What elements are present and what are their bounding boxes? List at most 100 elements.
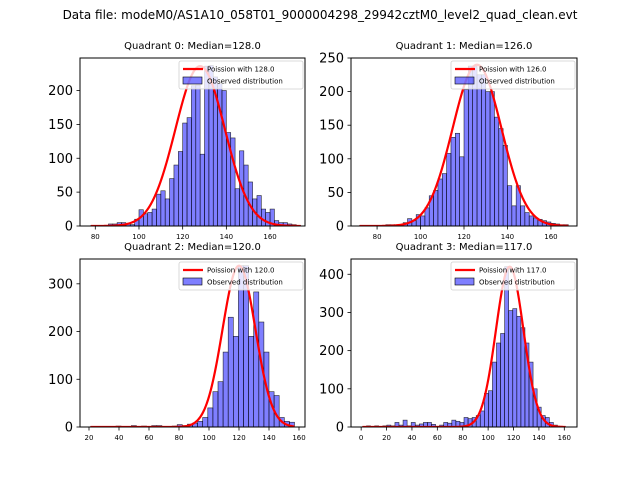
histogram-bar	[178, 151, 183, 226]
x-tick-label: 60	[145, 434, 154, 442]
histogram-bar	[433, 190, 439, 226]
histogram-bar	[212, 391, 219, 427]
histogram-bar	[204, 65, 210, 226]
x-tick-label: 120	[232, 434, 245, 442]
histogram-bar	[143, 213, 149, 226]
legend-label-poisson: Poission with 117.0	[479, 267, 547, 275]
histogram-bar	[424, 207, 430, 226]
legend: Poission with 126.0 Observed distribution	[450, 60, 576, 90]
subplot-title: Quadrant 1: Median=126.0	[396, 41, 533, 52]
histogram-bar	[524, 212, 530, 226]
histogram-bar	[420, 215, 426, 226]
histogram-bar	[528, 215, 534, 226]
y-tick-label: 400	[319, 268, 344, 283]
legend-bar-swatch	[182, 76, 203, 85]
axes-frame	[79, 57, 306, 227]
y-tick-label: 50	[327, 186, 344, 201]
histogram-bar	[227, 316, 234, 427]
subplot-quadrant-1: 0 50 100 150 200 250 80 100 120 140 160 Quadrant 1:…	[319, 41, 578, 241]
y-tick-label: 100	[48, 152, 73, 167]
y-tick-label: 200	[319, 344, 344, 359]
histogram-bar	[217, 381, 224, 427]
histogram-bar	[234, 188, 240, 226]
histogram-bar	[494, 116, 500, 226]
x-tick-label: 100	[132, 233, 145, 241]
histogram-bar	[202, 417, 209, 427]
histogram-bar	[479, 410, 485, 427]
subplot-title: Quadrant 2: Median=120.0	[124, 242, 261, 253]
histogram-bar	[463, 89, 469, 226]
histogram-bar	[191, 85, 197, 226]
plot-area	[362, 265, 566, 427]
x-tick-label: 120	[176, 233, 189, 241]
axes-frame	[79, 258, 306, 428]
subplot-quadrant-2: 0 100 200 300 20 40 60 80 100 120 140 160 Quadrant 2…	[48, 242, 306, 442]
y-tick-label: 50	[56, 186, 73, 201]
subplot-quadrant-0: 0 50 100 150 200 80 100 120 140 160 Quadrant 0: Me…	[48, 41, 306, 241]
x-tick-label: 80	[458, 434, 467, 442]
histogram-bar	[182, 122, 188, 226]
histogram-bar	[156, 193, 162, 226]
histogram-bar	[508, 310, 514, 427]
histogram-bar	[173, 164, 179, 226]
legend-label-observed: Observed distribution	[207, 279, 283, 287]
legend-label-poisson: Poission with 128.0	[207, 66, 275, 74]
histogram-bar	[485, 91, 491, 226]
histogram-bar	[394, 422, 400, 427]
x-tick-label: 100	[414, 233, 427, 241]
histogram-bar	[500, 333, 505, 427]
histogram-bar	[261, 208, 266, 226]
histogram-bar	[504, 266, 509, 427]
legend: Poission with 128.0 Observed distribution	[178, 60, 304, 90]
histogram-bar	[164, 198, 170, 226]
histogram-bar	[207, 407, 214, 427]
y-tick-label: 200	[48, 84, 73, 99]
x-tick-label: 120	[457, 233, 470, 241]
subplot-title: Quadrant 3: Median=117.0	[396, 242, 533, 253]
legend-bar-swatch	[454, 277, 475, 286]
histogram-bar	[492, 361, 497, 427]
histogram-bars	[359, 65, 569, 226]
subplot-title: Quadrant 0: Median=128.0	[124, 41, 261, 52]
y-tick-label: 0	[65, 421, 73, 436]
histogram-bar	[507, 185, 513, 226]
x-tick-label: 140	[220, 233, 233, 241]
histogram-bar	[208, 65, 214, 226]
histogram-bar	[186, 117, 192, 226]
x-tick-label: 60	[433, 434, 442, 442]
histogram-bar	[230, 137, 236, 226]
x-tick-label: 160	[544, 233, 557, 241]
x-tick-label: 20	[85, 434, 94, 442]
histogram-bar	[481, 74, 487, 226]
histogram-bar	[233, 336, 239, 427]
x-tick-label: 140	[532, 434, 545, 442]
histogram-bar	[489, 91, 495, 226]
y-tick-label: 300	[48, 277, 73, 292]
y-tick-label: 250	[319, 52, 344, 67]
histogram-bar	[455, 132, 460, 226]
y-tick-label: 150	[319, 119, 344, 134]
histogram-bar	[222, 351, 229, 427]
histogram-bar	[169, 178, 175, 226]
histogram-bar	[520, 205, 526, 226]
legend-label-poisson: Poission with 120.0	[207, 267, 275, 275]
histogram-bar	[248, 336, 255, 427]
histogram-bar	[516, 315, 522, 427]
poisson-curve	[90, 264, 295, 427]
legend-label-observed: Observed distribution	[207, 78, 283, 86]
histogram-bar	[199, 153, 205, 226]
x-tick-label: 140	[262, 434, 275, 442]
x-tick-label: 80	[91, 233, 100, 241]
histogram-bars	[362, 266, 566, 427]
y-tick-label: 300	[319, 306, 344, 321]
x-tick-label: 40	[115, 434, 124, 442]
poisson-curve	[362, 265, 566, 427]
histogram-bar	[450, 136, 456, 226]
histogram-bar	[476, 74, 482, 226]
legend-box	[178, 261, 304, 291]
legend: Poission with 117.0 Observed distribution	[450, 261, 576, 291]
histogram-bar	[511, 205, 517, 226]
y-tick-label: 0	[336, 220, 344, 235]
legend-bar-swatch	[454, 76, 475, 85]
